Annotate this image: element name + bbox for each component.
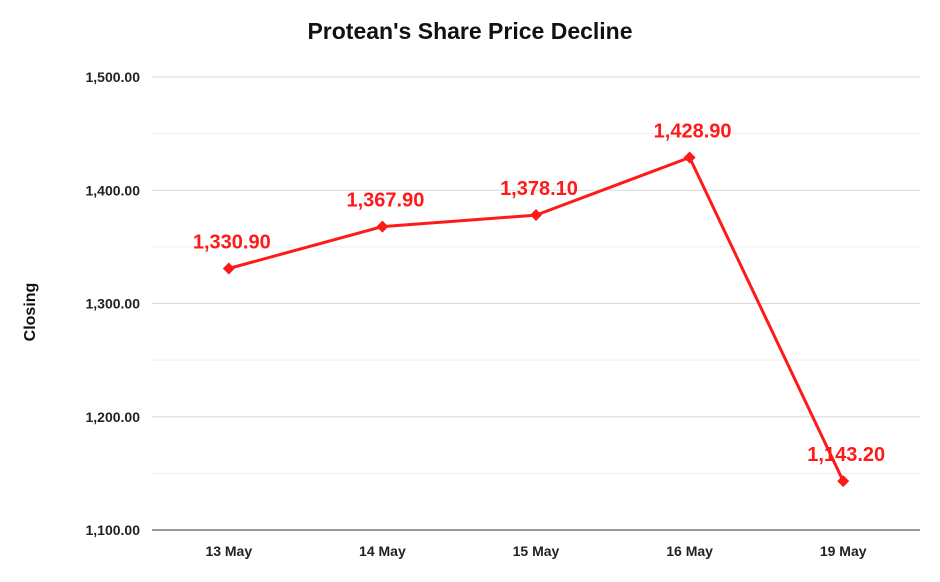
series-line	[228, 156, 845, 482]
y-tick-label: 1,500.00	[86, 69, 141, 85]
data-label: 1,330.90	[193, 232, 271, 254]
x-tick-label: 14 May	[359, 543, 406, 559]
data-label: 1,367.90	[346, 190, 424, 212]
data-point-marker	[683, 151, 696, 164]
data-point-marker	[376, 220, 389, 233]
x-tick-label: 15 May	[513, 543, 560, 559]
x-tick-label: 19 May	[820, 543, 867, 559]
y-tick-label: 1,100.00	[86, 522, 141, 538]
data-point-marker	[530, 209, 542, 222]
x-tick-label: 16 May	[666, 543, 713, 559]
data-label: 1,378.10	[500, 178, 578, 200]
chart-title: Protean's Share Price Decline	[307, 18, 633, 44]
y-tick-label: 1,200.00	[86, 409, 141, 425]
y-tick-label: 1,300.00	[86, 296, 141, 312]
data-point-marker	[837, 475, 850, 488]
data-point-marker	[222, 262, 235, 275]
x-tick-label: 13 May	[205, 543, 252, 559]
data-label: 1,143.20	[807, 444, 885, 466]
data-label: 1,428.90	[654, 121, 732, 143]
y-tick-label: 1,400.00	[86, 182, 141, 198]
